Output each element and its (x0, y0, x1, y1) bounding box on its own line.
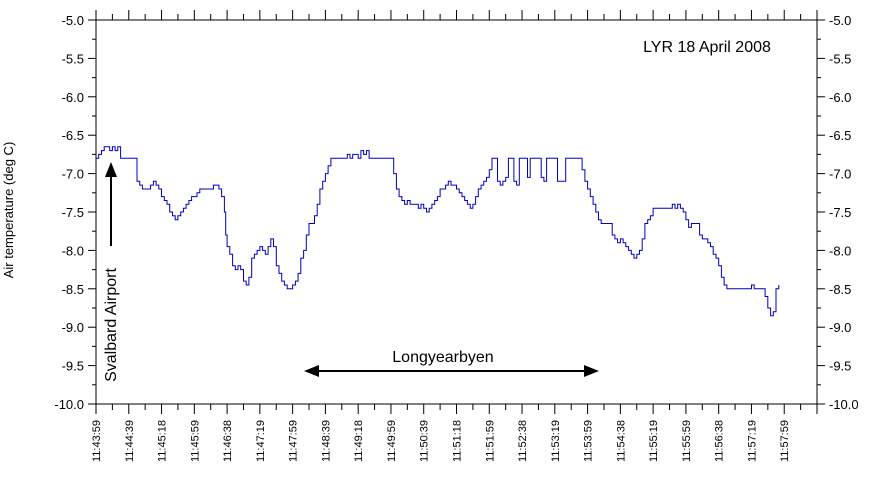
longyearbyen-label: Longyearbyen (392, 349, 493, 366)
x-tick-label: 11:50:39 (419, 420, 431, 462)
temperature-series (96, 146, 780, 317)
x-tick-label: 11:49:18 (353, 420, 365, 462)
x-tick-label: 11:57:59 (779, 420, 791, 462)
longyearbyen-arrow-left-head (304, 365, 319, 377)
svalbard-arrow-head (105, 162, 117, 177)
plot-frame (95, 19, 818, 405)
x-tick-label: 11:52:38 (517, 420, 529, 462)
y-tick-label-right: -10.0 (829, 397, 859, 412)
plot-area-border (95, 19, 818, 405)
y-tick-label-left: -6.0 (62, 90, 84, 105)
x-tick-label: 11:45:59 (189, 420, 201, 462)
series-line (96, 146, 780, 317)
x-tick-label: 11:53:59 (583, 420, 595, 462)
x-tick-label: 11:51:18 (452, 420, 464, 462)
y-tick-label-left: -10.0 (54, 397, 84, 412)
x-tick-label: 11:49:59 (386, 420, 398, 462)
y-tick-label-left: -6.5 (62, 128, 84, 143)
svalbard-annotation: Svalbard Airport (103, 162, 120, 382)
y-tick-label-right: -7.5 (829, 205, 851, 220)
y-axis-label: Air temperature (deg C) (1, 142, 16, 279)
x-tick-label: 11:55:59 (681, 420, 693, 462)
x-tick-label: 11:51:59 (484, 420, 496, 462)
y-tick-label-left: -9.0 (62, 320, 84, 335)
y-tick-label-right: -5.0 (829, 13, 851, 28)
y-tick-label-left: -8.5 (62, 282, 84, 297)
x-tick-label: 11:57:19 (746, 420, 758, 462)
x-tick-label: 11:54:38 (615, 420, 627, 462)
y-tick-label-left: -8.0 (62, 243, 84, 258)
x-tick-label: 11:48:39 (320, 420, 332, 462)
x-tick-label: 11:47:19 (255, 420, 267, 462)
y-tick-label-left: -9.5 (62, 359, 84, 374)
y-tick-label-right: -9.5 (829, 359, 851, 374)
x-tick-label: 11:56:38 (714, 420, 726, 462)
y-tick-label-right: -7.0 (829, 167, 851, 182)
y-axis-ticks: -5.0 -5.0 -5.5 -5.5 -6.0 -6.0 -6.5 -6.5 -7.0 -7.0… (54, 13, 858, 412)
longyearbyen-annotation: Longyearbyen (304, 349, 599, 377)
y-tick-label-right: -8.0 (829, 243, 851, 258)
x-tick-label: 11:55:19 (648, 420, 660, 462)
y-tick-label-right: -9.0 (829, 320, 851, 335)
x-tick-label: 11:45:18 (157, 420, 169, 462)
x-axis-ticks: 11:43:59 11:44:39 11:45:18 11:45:59 11:46:38… (91, 10, 818, 462)
chart-annotation-title: LYR 18 April 2008 (643, 39, 771, 56)
y-tick-label-right: -8.5 (829, 282, 851, 297)
x-tick-label: 11:43:59 (91, 420, 103, 462)
y-tick-label-right: -6.0 (829, 90, 851, 105)
svalbard-label: Svalbard Airport (103, 268, 120, 382)
y-tick-label-right: -5.5 (829, 51, 851, 66)
x-tick-label: 11:53:19 (550, 420, 562, 462)
y-tick-label-left: -7.5 (62, 205, 84, 220)
x-tick-label: 11:46:38 (222, 420, 234, 462)
y-tick-label-left: -5.0 (62, 13, 84, 28)
y-tick-label-left: -5.5 (62, 51, 84, 66)
y-tick-label-left: -7.0 (62, 167, 84, 182)
y-tick-label-right: -6.5 (829, 128, 851, 143)
longyearbyen-arrow-right-head (584, 365, 599, 377)
x-tick-label: 11:47:59 (288, 420, 300, 462)
x-tick-label: 11:44:39 (124, 420, 136, 462)
